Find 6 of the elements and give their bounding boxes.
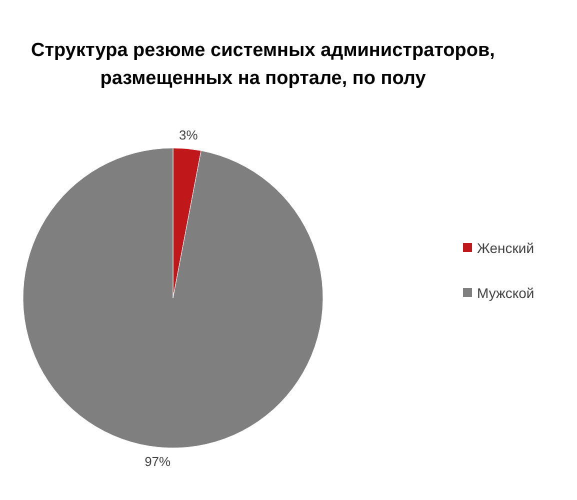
legend-label: Женский <box>477 240 534 256</box>
data-label: 3% <box>179 127 198 142</box>
pie-slice <box>22 148 324 448</box>
data-label: 97% <box>144 454 172 469</box>
chart-title: Структура резюме системных администраторов, размещенных на портале, по полу <box>31 40 495 89</box>
legend-label: Мужской <box>477 284 534 301</box>
